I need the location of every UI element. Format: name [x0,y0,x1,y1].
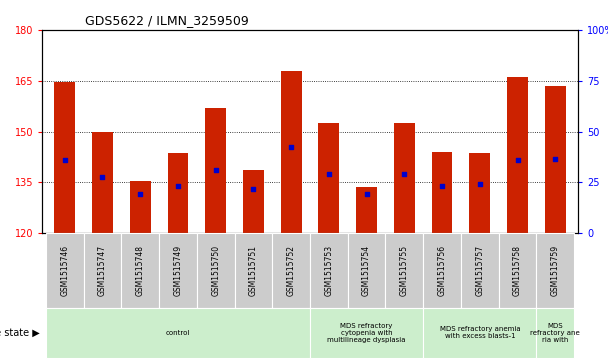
Text: GSM1515753: GSM1515753 [325,245,333,296]
Text: GSM1515747: GSM1515747 [98,245,107,296]
Bar [54,82,75,233]
Bar [356,187,377,233]
Text: GSM1515749: GSM1515749 [173,245,182,296]
Text: GSM1515755: GSM1515755 [400,245,409,296]
Text: MDS refractory anemia
with excess blasts-1: MDS refractory anemia with excess blasts… [440,326,520,339]
Bar [168,154,188,233]
Point [475,181,485,187]
Text: GSM1515757: GSM1515757 [475,245,485,296]
Bar [130,180,151,233]
Point [513,157,522,163]
Bar [507,77,528,233]
Bar [319,123,339,233]
Point [362,191,371,197]
Text: GSM1515754: GSM1515754 [362,245,371,296]
Text: GSM1515752: GSM1515752 [286,245,295,296]
Point [173,183,183,188]
Bar [92,131,112,233]
Bar [243,170,264,233]
Text: GSM1515756: GSM1515756 [438,245,447,296]
Bar [394,123,415,233]
Text: GDS5622 / ILMN_3259509: GDS5622 / ILMN_3259509 [85,15,249,28]
Point [286,144,296,150]
Text: disease state ▶: disease state ▶ [0,328,40,338]
Point [437,183,447,188]
Point [135,191,145,197]
Bar [281,70,302,233]
Bar [206,108,226,233]
Point [97,174,107,180]
Text: GSM1515759: GSM1515759 [551,245,560,296]
Point [399,171,409,177]
Text: GSM1515758: GSM1515758 [513,245,522,296]
Point [550,156,560,162]
Text: MDS refractory
cytopenia with
multilineage dysplasia: MDS refractory cytopenia with multilinea… [327,323,406,343]
Text: GSM1515750: GSM1515750 [211,245,220,296]
Text: GSM1515751: GSM1515751 [249,245,258,296]
Text: GSM1515746: GSM1515746 [60,245,69,296]
Text: GSM1515748: GSM1515748 [136,245,145,296]
Text: MDS
refractory ane
ria with: MDS refractory ane ria with [530,323,580,343]
Text: control: control [166,330,190,336]
Point [60,157,69,163]
Point [324,171,334,177]
Bar [469,154,490,233]
Bar [432,152,452,233]
Point [211,167,221,173]
Point [249,186,258,192]
Bar [545,86,565,233]
